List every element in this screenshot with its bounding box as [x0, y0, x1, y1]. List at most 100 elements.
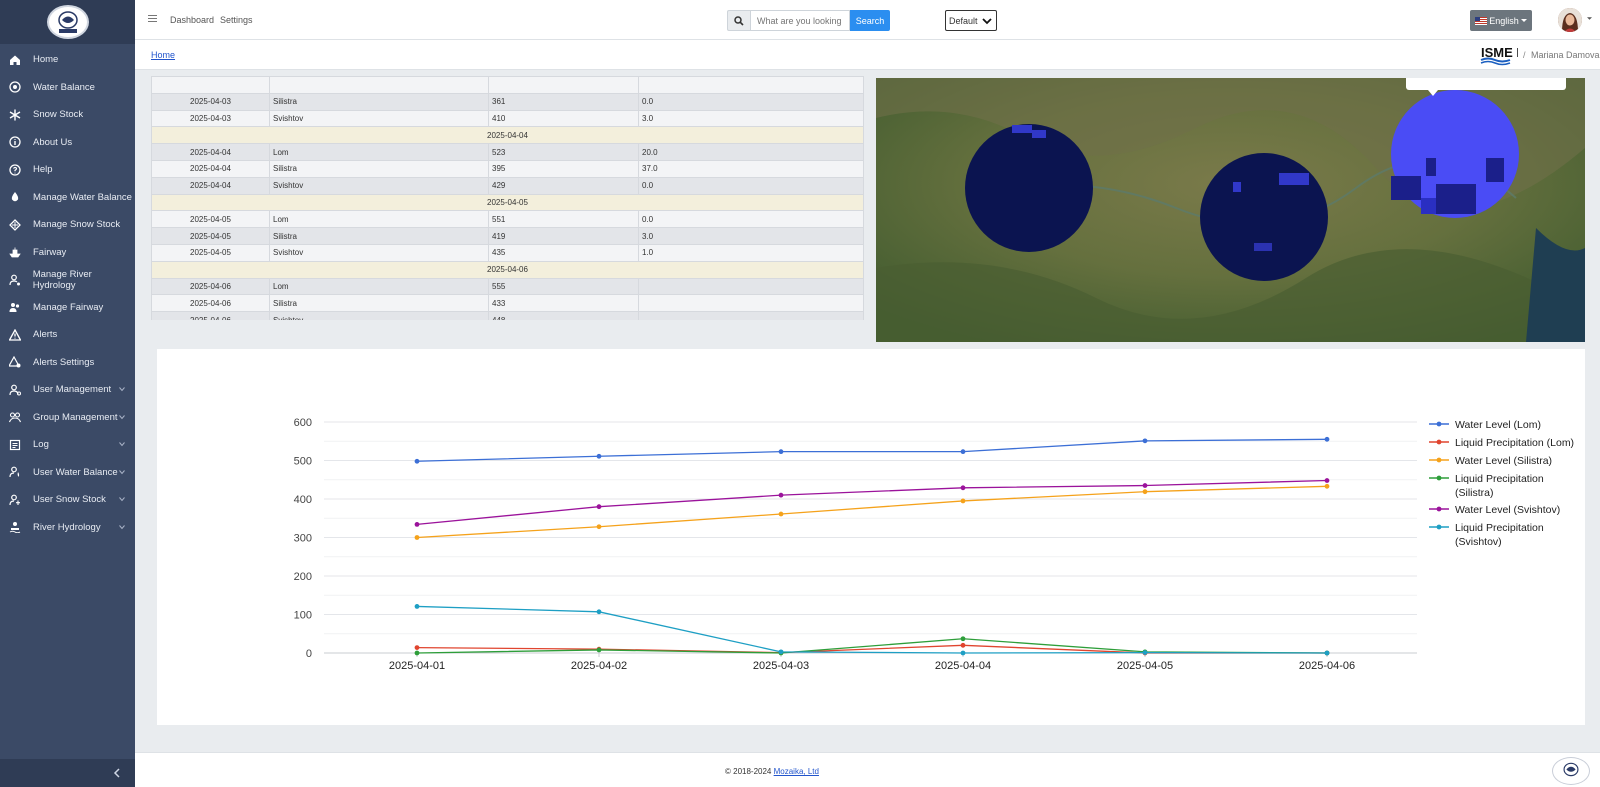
table-row: 2025-04-06 Silistra 433 — [151, 294, 864, 313]
map-canvas[interactable] — [876, 78, 1585, 342]
language-dropdown[interactable]: English — [1470, 10, 1532, 31]
level-cell: 448 — [488, 311, 639, 320]
group-date-cell: 2025-04-04 — [151, 126, 864, 145]
sidebar-item-alerts[interactable]: Alerts — [0, 321, 135, 349]
station-cell: Silistra — [269, 227, 489, 245]
y-tick-label: 600 — [294, 417, 312, 429]
chevron-down-icon — [119, 497, 125, 502]
table-row: 2025-04-06 Lom 555 — [151, 277, 864, 296]
hydrology-chart-panel: 0 100 200 300 400 500 600 2025-04-01 2025-04-02 2… — [157, 349, 1585, 725]
table-row: 2025-04-04 Svishtov 429 0.0 — [151, 176, 864, 195]
footer-company-link[interactable]: Mozaika, Ltd — [773, 767, 819, 776]
sidebar-item-snow-stock[interactable]: Snow Stock — [0, 101, 135, 129]
mozaika-logo[interactable] — [46, 5, 89, 39]
circle-lom[interactable] — [965, 124, 1093, 252]
sidebar-item-group-management[interactable]: Group Management — [0, 404, 135, 432]
level-cell: 419 — [488, 227, 639, 245]
ship-icon — [8, 245, 22, 259]
level-cell: 433 — [488, 294, 639, 313]
default-select-value: Default — [949, 15, 978, 26]
menu-toggle-icon[interactable] — [148, 14, 157, 23]
data-point — [414, 458, 420, 464]
circle-silistra[interactable] — [1391, 90, 1519, 218]
breadcrumb-home-link[interactable]: Home — [151, 50, 176, 60]
nav-settings-link[interactable]: Settings — [220, 15, 253, 25]
station-cell: Silistra — [269, 159, 489, 178]
sidebar-item-manage-river-hydrology[interactable]: Manage River Hydrology — [0, 266, 135, 294]
satellite-map[interactable] — [876, 78, 1585, 342]
precip-cell — [638, 277, 864, 296]
x-tick-label: 2025-04-01 — [389, 660, 445, 672]
x-tick-label: 2025-04-06 — [1299, 660, 1355, 672]
sidebar-item-manage-water-balance[interactable]: Manage Water Balance — [0, 184, 135, 212]
manage-water-icon — [8, 190, 22, 204]
hydrology-table: 2025-04-03 Silistra 361 0.0 2025-04-03 Svisht… — [151, 76, 864, 320]
sidebar-item-user-snow-stock[interactable]: User Snow Stock — [0, 486, 135, 514]
date-cell: 2025-04-04 — [151, 143, 270, 161]
table-row: 2025-04-05 Silistra 419 3.0 — [151, 227, 864, 245]
table-row: 2025-04-05 Svishtov 435 1.0 — [151, 243, 864, 262]
search-input[interactable] — [750, 10, 850, 31]
chevron-down-icon — [982, 18, 992, 25]
avatar-caret-icon[interactable] — [1587, 16, 1592, 21]
sidebar-item-manage-fairway[interactable]: Manage Fairway — [0, 294, 135, 322]
series-line-3 — [416, 638, 1328, 654]
language-label: English — [1489, 15, 1519, 26]
default-select[interactable]: Default — [945, 10, 997, 31]
user-avatar[interactable] — [1558, 8, 1582, 32]
station-cell: Lom — [269, 210, 489, 229]
sidebar-item-user-management[interactable]: User Management — [0, 376, 135, 404]
sidebar-item-home[interactable]: Home — [0, 46, 135, 74]
date-cell: 2025-04-04 — [151, 176, 270, 195]
sidebar-item-water-balance[interactable]: Water Balance — [0, 74, 135, 102]
manage-snow-icon — [8, 218, 22, 232]
legend-label: Liquid Precipitation (Svishtov) — [1455, 522, 1544, 548]
sidebar-item-about-us[interactable]: About Us — [0, 129, 135, 157]
alert-settings-icon — [8, 355, 22, 369]
station-cell: Svishtov — [269, 176, 489, 195]
user-management-icon — [8, 383, 22, 397]
isme-hydro-logo: ISME HYDRO — [1480, 45, 1518, 66]
data-point — [1324, 650, 1330, 656]
precip-cell: 37.0 — [638, 159, 864, 178]
data-point — [414, 535, 420, 540]
data-point — [960, 485, 966, 491]
footer: © 2018-2024 Mozaika, Ltd — [135, 752, 1600, 787]
sidebar-item-alerts-settings[interactable]: Alerts Settings — [0, 349, 135, 377]
search-icon — [727, 10, 750, 31]
x-tick-label: 2025-04-04 — [935, 660, 991, 672]
data-point — [414, 645, 420, 651]
precip-cell: 20.0 — [638, 143, 864, 161]
data-point — [960, 642, 966, 648]
sidebar-collapse-button[interactable] — [0, 759, 135, 787]
search-button[interactable]: Search — [850, 10, 890, 31]
sidebar-item-log[interactable]: Log — [0, 431, 135, 459]
sidebar-item-user-water-balance[interactable]: User Water Balance — [0, 459, 135, 487]
level-cell: 395 — [488, 159, 639, 178]
station-cell: Silistra — [269, 92, 489, 111]
date-cell: 2025-04-03 — [151, 109, 270, 128]
sidebar-item-fairway[interactable]: Fairway — [0, 239, 135, 267]
data-point — [778, 492, 784, 498]
sidebar-item-label: Help — [33, 164, 53, 176]
x-tick-label: 2025-04-02 — [571, 660, 627, 672]
table-row: 2025-04-03 Svishtov 410 3.0 — [151, 109, 864, 128]
table-row: 2025-04-06Svishtov448 — [151, 311, 864, 320]
sidebar-item-manage-snow-stock[interactable]: Manage Snow Stock — [0, 211, 135, 239]
topbar: Dashboard Settings Search Default Englis… — [135, 0, 1600, 40]
circle-svishtov[interactable] — [1200, 153, 1328, 281]
breadcrumb-user-name: Mariana Damova — [1531, 50, 1600, 60]
nav-dashboard-link[interactable]: Dashboard — [170, 15, 215, 25]
data-point — [778, 649, 784, 655]
help-icon — [8, 163, 22, 177]
sidebar-item-river-hydrology[interactable]: River Hydrology — [0, 514, 135, 542]
us-flag-icon — [1475, 16, 1488, 25]
y-tick-label: 400 — [294, 494, 312, 506]
hydrology-table-panel: 2025-04-03 Silistra 361 0.0 2025-04-03 Svisht… — [151, 76, 864, 320]
date-cell: 2025-04-05 — [151, 243, 270, 262]
data-point — [1142, 483, 1148, 488]
sidebar-item-help[interactable]: Help — [0, 156, 135, 184]
y-tick-label: 500 — [294, 456, 312, 468]
sidebar-item-label: Fairway — [33, 246, 67, 258]
sidebar-item-label: Log — [33, 439, 49, 451]
